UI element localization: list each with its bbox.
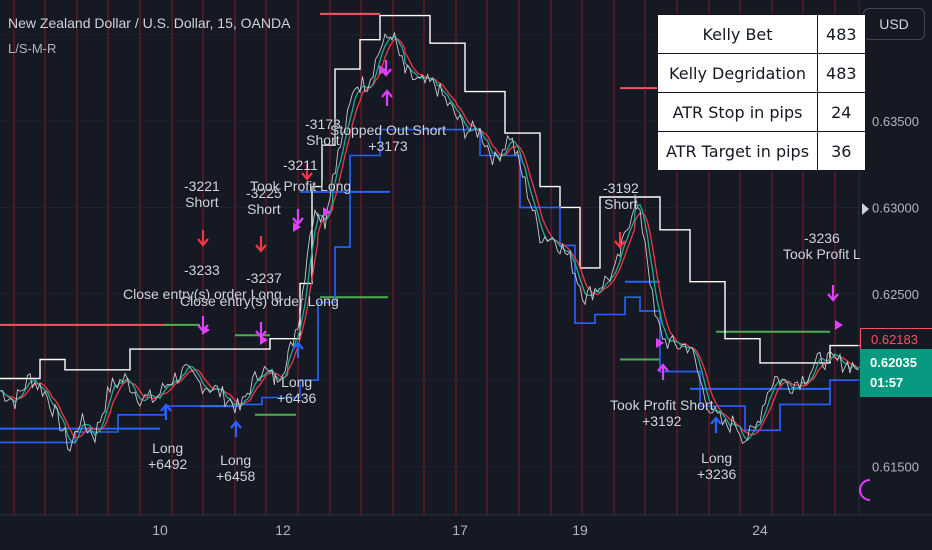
- loading-spinner-icon: [859, 479, 871, 501]
- exit-marker-icon: [202, 325, 210, 335]
- signal-label: Long +6492: [148, 440, 188, 472]
- signal-label: -3211: [283, 157, 318, 173]
- date-tick-label: 17: [452, 522, 468, 538]
- kelly-label: ATR Target in pips: [656, 131, 819, 171]
- date-tick-label: 19: [572, 522, 588, 538]
- kelly-value: 483: [817, 53, 866, 93]
- scroll-arrow-icon[interactable]: [862, 203, 869, 215]
- price-tick-label: 0.63500: [872, 114, 919, 129]
- bar-countdown: 01:57: [870, 375, 904, 390]
- arrow-up-icon: [381, 89, 393, 106]
- signal-label: Took Profit Short +3192: [610, 397, 714, 429]
- price-tick-label: 0.61500: [872, 460, 919, 475]
- moving-average-red: [0, 38, 861, 439]
- exit-marker-icon: [656, 338, 664, 348]
- arrow-down-icon: [255, 236, 267, 253]
- signal-label: -3236 Took Profit L: [783, 230, 861, 262]
- signal-label: -3192 Short: [603, 180, 639, 212]
- price-tick-label: 0.63000: [872, 200, 919, 215]
- current-price-tag: 0.62035 01:57: [860, 349, 932, 397]
- arrow-down-icon: [292, 209, 304, 226]
- last-price-tag: 0.62183: [860, 328, 932, 350]
- currency-button[interactable]: USD: [863, 8, 925, 40]
- signal-label: -3225 Short: [246, 185, 282, 217]
- chart-title: New Zealand Dollar / U.S. Dollar, 15, OA…: [8, 15, 291, 31]
- arrow-down-icon: [614, 232, 626, 249]
- exit-marker-icon: [293, 222, 301, 232]
- kelly-row: ATR Target in pips 36: [656, 131, 866, 171]
- signal-label: -3237: [246, 270, 282, 286]
- signal-label: Close entry(s) order Long: [180, 293, 339, 309]
- arrow-down-icon: [827, 285, 839, 302]
- kelly-value: 36: [817, 131, 866, 171]
- indicator-label[interactable]: L/S-M-R: [8, 41, 57, 56]
- price-line: [0, 31, 861, 452]
- signal-label: -3221 Short: [184, 178, 220, 210]
- signal-label: Long +6436: [277, 374, 317, 406]
- exit-marker-icon: [260, 335, 268, 345]
- signal-label: Close entry(s) order Long: [123, 286, 282, 302]
- signal-label: -3173 Short: [305, 116, 341, 148]
- price-axis[interactable]: 0.640000.635000.630000.625000.620000.615…: [872, 28, 919, 475]
- arrow-up-icon: [710, 416, 722, 433]
- signal-label: Took Profit Long: [250, 178, 352, 194]
- date-tick-label: 10: [152, 522, 168, 538]
- kelly-row: ATR Stop in pips 24: [656, 92, 866, 132]
- kelly-label: Kelly Degridation: [656, 53, 819, 93]
- time-axis[interactable]: 10 12 17 19 24: [152, 522, 768, 538]
- trade-signals: [160, 60, 843, 437]
- upper-band-line: [0, 14, 860, 380]
- date-tick-label: 24: [752, 522, 768, 538]
- signal-label: Long +6458: [216, 452, 256, 484]
- signal-label: Stopped Out Short +3173: [330, 122, 446, 154]
- arrow-down-icon: [197, 230, 209, 247]
- arrow-up-icon: [230, 420, 242, 437]
- exit-marker-icon: [323, 207, 331, 217]
- arrow-down-icon: [301, 164, 313, 181]
- date-tick-label: 12: [275, 522, 291, 538]
- price-tick-label: 0.62500: [872, 287, 919, 302]
- signal-label: Long +3236: [697, 450, 737, 482]
- exit-marker-icon: [835, 320, 843, 330]
- kelly-stats-table: Kelly Bet 483 Kelly Degridation 483 ATR St…: [656, 14, 866, 171]
- current-price: 0.62035: [870, 355, 917, 370]
- kelly-value: 483: [817, 14, 866, 54]
- signal-label: -3233: [184, 262, 220, 278]
- kelly-row: Kelly Bet 483: [656, 14, 866, 54]
- arrow-up-icon: [657, 363, 669, 380]
- kelly-label: ATR Stop in pips: [656, 92, 819, 132]
- kelly-value: 24: [817, 92, 866, 132]
- kelly-row: Kelly Degridation 483: [656, 53, 866, 93]
- arrow-up-icon: [292, 341, 304, 358]
- arrow-up-icon: [160, 403, 172, 420]
- exit-marker-icon: [379, 65, 387, 75]
- kelly-label: Kelly Bet: [656, 14, 819, 54]
